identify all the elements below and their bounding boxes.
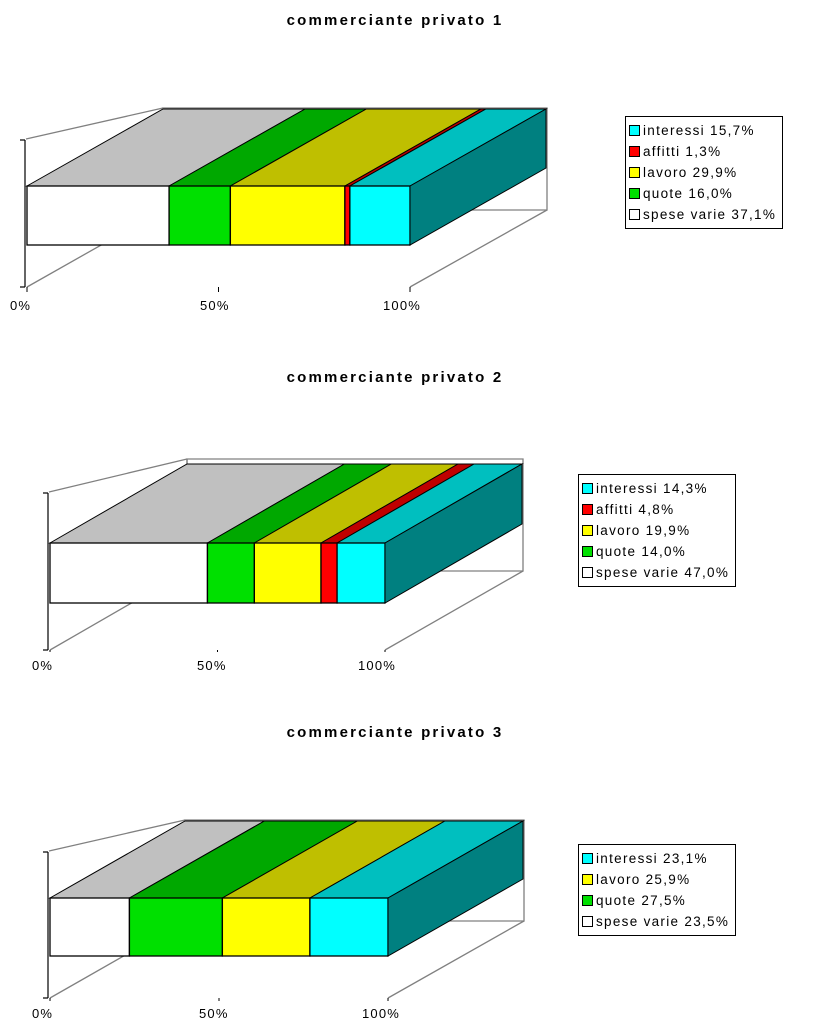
legend-swatch [582,895,593,906]
legend-swatch [582,567,593,578]
bar-segment-interessi [335,463,524,604]
bar-front-face [309,897,389,957]
x-tick-label: 50% [199,1006,229,1021]
legend-item: lavoro 25,9% [582,869,729,890]
wall-edge [25,107,164,140]
chart-plot [43,458,524,652]
bar-side-face [409,108,547,246]
bar-front-face [349,185,411,246]
legend-label: interessi 15,7% [643,123,755,138]
bar-front-face [221,897,311,957]
legend-item: interessi 14,3% [582,478,729,499]
legend-label: lavoro 19,9% [596,523,691,538]
legend-item: lavoro 29,9% [629,162,776,183]
legend-swatch [629,167,640,178]
legend-label: affitti 4,8% [596,502,675,517]
legend-item: spese varie 47,0% [582,562,729,583]
bar-front-face [168,185,232,246]
chart-legend: interessi 14,3% affitti 4,8% lavoro 19,9% q… [578,474,737,587]
x-tick-label: 0% [32,1006,54,1021]
bar-front-face [49,542,209,604]
legend-label: spese varie 23,5% [596,914,730,929]
legend-item: quote 14,0% [582,541,729,562]
bar-side-face [384,463,523,604]
bar-front-face [336,542,386,604]
floor-edge-right [384,570,524,651]
chart-panel-3: commerciante privato 3 0% 50% 100% inter… [0,720,825,1025]
legend-swatch [629,125,640,136]
legend-swatch [582,546,593,557]
bar-segment-quote [127,820,360,957]
legend-item: spese varie 23,5% [582,911,729,932]
legend-label: lavoro 29,9% [643,165,738,180]
chart-title: commerciante privato 1 [286,12,504,29]
wall-edge [48,458,188,493]
bar-side-face [387,820,524,957]
chart-plot [43,819,525,1001]
legend-label: spese varie 47,0% [596,565,730,580]
legend-label: quote 16,0% [643,186,734,201]
bar-front-face [26,185,170,246]
legend-item: lavoro 19,9% [582,520,729,541]
x-tick-label: 0% [10,298,32,313]
legend-swatch [582,874,593,885]
chart-title: commerciante privato 3 [286,724,504,741]
chart-panel-2: commerciante privato 2 0% 50% 100% inter… [0,360,825,690]
legend-swatch [582,916,593,927]
chart-legend: interessi 23,1% lavoro 25,9% quote 27,5% sp… [578,844,737,936]
floor-edge-right [409,209,548,288]
legend-label: interessi 23,1% [596,851,708,866]
legend-swatch [629,188,640,199]
legend-swatch [629,146,640,157]
legend-item: spese varie 37,1% [629,204,776,225]
bar-front-face [320,542,338,604]
legend-swatch [629,209,640,220]
legend-item: affitti 1,3% [629,141,776,162]
legend-swatch [582,525,593,536]
x-tick-label: 100% [383,298,422,313]
legend-label: spese varie 37,1% [643,207,777,222]
floor-edge-right [387,920,525,999]
chart-panel-1: commerciante privato 1 0% 50% 100% inter… [0,0,825,330]
legend-swatch [582,853,593,864]
bar-segment-spese-varie [48,463,347,604]
legend-label: interessi 14,3% [596,481,708,496]
legend-item: quote 16,0% [629,183,776,204]
legend-item: affitti 4,8% [582,499,729,520]
x-tick-label: 50% [200,298,230,313]
legend-swatch [582,483,593,494]
bar-segment-spese-varie [25,108,307,246]
legend-item: interessi 15,7% [629,120,776,141]
x-tick-label: 50% [197,658,227,673]
x-tick-label: 100% [362,1006,401,1021]
legend-label: affitti 1,3% [643,144,722,159]
bar-segment-lavoro [228,108,483,246]
bar-front-face [229,185,346,246]
bar-front-face [344,185,351,246]
legend-swatch [582,504,593,515]
wall-edge [48,819,186,852]
legend-label: lavoro 25,9% [596,872,691,887]
legend-item: interessi 23,1% [582,848,729,869]
legend-label: quote 14,0% [596,544,687,559]
legend-label: quote 27,5% [596,893,687,908]
legend-item: quote 27,5% [582,890,729,911]
chart-plot [20,107,548,292]
x-tick-label: 100% [358,658,397,673]
bar-segment-interessi [308,820,525,957]
bar-front-face [49,897,131,957]
bar-front-face [206,542,255,604]
x-tick-label: 0% [32,658,54,673]
chart-title: commerciante privato 2 [286,369,504,386]
bar-front-face [253,542,322,604]
bar-segment-interessi [347,108,548,246]
bar-front-face [128,897,224,957]
chart-legend: interessi 15,7% affitti 1,3% lavoro 29,9% q… [625,116,784,229]
